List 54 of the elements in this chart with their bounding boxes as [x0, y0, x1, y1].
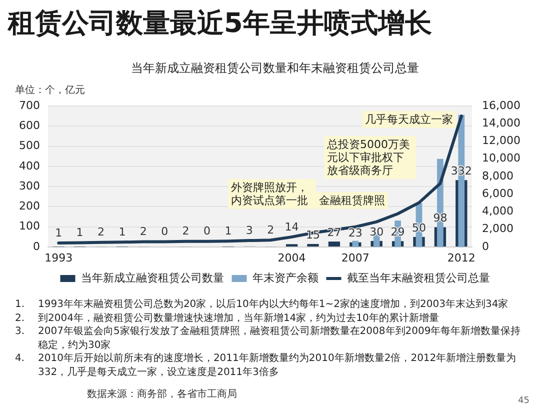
- y2-tick-label: 10,000: [482, 152, 520, 165]
- y-tick-label: 400: [19, 159, 40, 172]
- y-tick-label: 100: [19, 220, 40, 233]
- y2-tick-label: 8,000: [482, 169, 514, 182]
- data-label: 3: [246, 224, 253, 237]
- y-tick-label: 500: [19, 139, 40, 152]
- data-label: 50: [412, 221, 426, 234]
- y2-tick-label: 16,000: [482, 98, 520, 112]
- y-tick-label: 600: [19, 119, 40, 132]
- y2-tick-label: 14,000: [482, 116, 520, 130]
- y-tick-label: 200: [19, 200, 40, 213]
- x-tick-label: 2007: [341, 251, 370, 264]
- x-tick-label: 2012: [447, 251, 476, 264]
- data-label: 2: [182, 224, 190, 238]
- data-label: 2: [140, 225, 147, 238]
- y-tick-label: 0: [33, 240, 40, 253]
- bar: [328, 242, 340, 246]
- data-label: 1: [76, 226, 84, 240]
- text: 2. 到2004年，融资租赁公司数量增速快速增加，当年新增14家，约为过去10年的累计新增量: [15, 312, 439, 324]
- annotation: 外资牌照放开，内资试点第一批: [228, 179, 316, 209]
- data-label: 2: [98, 226, 104, 239]
- annotation: 金融租赁牌照: [316, 192, 388, 209]
- y2-tick-label: 6,000: [482, 186, 514, 200]
- chart-title: 租赁公司数量最近5年呈井喷式增长: [8, 7, 432, 41]
- text: 4. 2010年后开始以前所未有的速度增长，2011年新增数量约为2010年新增数量2倍，2012年新增注册数量为332，几乎是每天成立一家，设立速度是2011年3倍多: [15, 353, 516, 378]
- data-label: 1: [224, 224, 232, 238]
- y2-tick-label: 12,000: [482, 134, 520, 148]
- annotation: 总投资5000万美元以下审批权下放省级商务厅: [324, 136, 416, 179]
- data-label: 0: [204, 224, 210, 238]
- x-tick-label: 1993: [44, 251, 73, 264]
- data-label: 14: [284, 220, 299, 234]
- bar: [307, 244, 319, 246]
- text: 1. 1993年年末融资租赁公司总数为20家，以后10年内以大约每年1~2家的速度增加，到2003年末达到34家: [15, 299, 508, 310]
- y2-tick-label: 0: [482, 240, 489, 253]
- chart-subtitle: 当年新成立融资租赁公司数量和年末融资租赁公司总量: [130, 60, 420, 77]
- data-label: 23: [348, 226, 362, 240]
- data-label: 1: [118, 226, 126, 239]
- y-tick-label: 700: [19, 98, 40, 112]
- text: 3. 2007年银监会向5家银行发放了金融租赁牌照，融资租赁公司新增数量在2008年到2009年每年新增数量保持稳定，约为30家: [15, 326, 521, 350]
- y-tick-label: 300: [19, 179, 40, 192]
- annotation: 几乎每天成立一家: [362, 111, 456, 128]
- data-label: 1: [55, 226, 62, 240]
- data-label: 0: [161, 225, 168, 238]
- data-label: 2: [267, 224, 274, 237]
- legend-label: 截至当年末融资租赁公司总量: [346, 271, 490, 284]
- y2-tick-label: 4,000: [482, 204, 514, 218]
- y2-tick-label: 2,000: [482, 222, 514, 236]
- x-tick-label: 2004: [278, 251, 306, 264]
- text: 45: [518, 396, 530, 406]
- legend-label: 年末资产余额: [252, 271, 318, 284]
- legend-label: 当年新成立融资租赁公司数量: [80, 271, 224, 284]
- source-note: 数据来源：商务部，各省市工商局: [87, 388, 237, 401]
- y-axis-title: 单位：个，亿元: [15, 84, 85, 97]
- data-label: 30: [370, 225, 384, 238]
